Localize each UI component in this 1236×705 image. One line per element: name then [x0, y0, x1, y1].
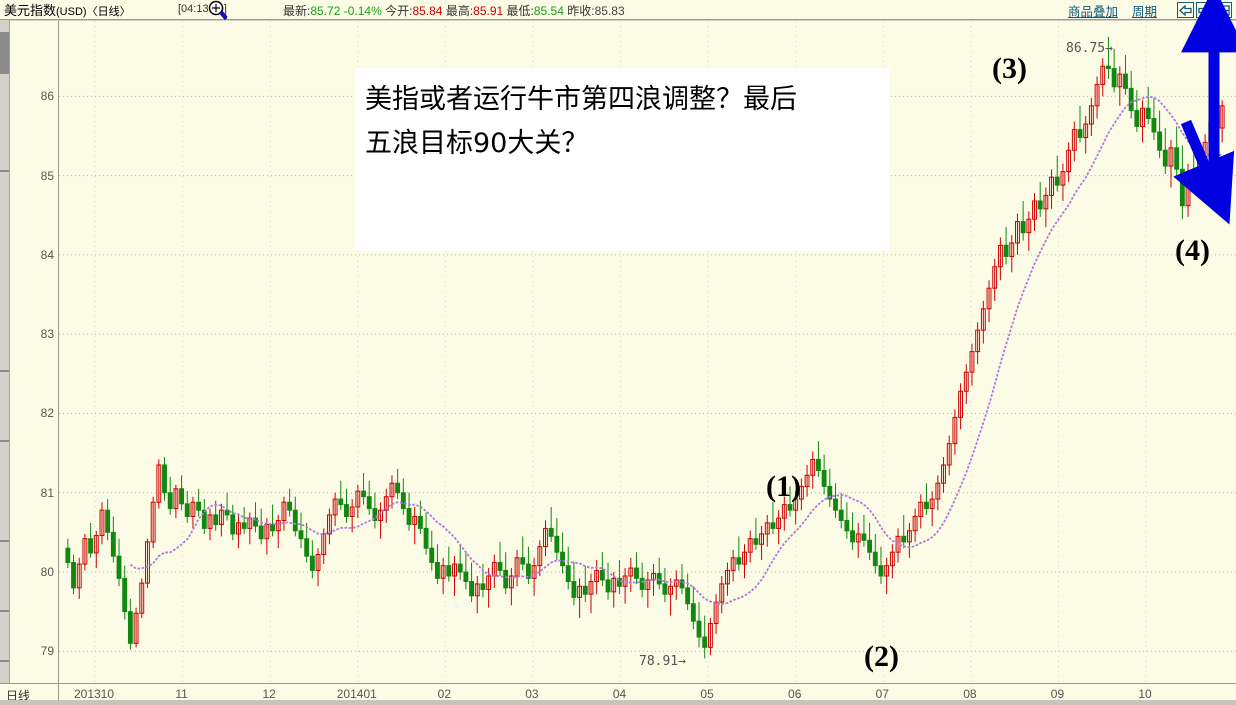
vertical-scrollbar[interactable]: [0, 20, 10, 683]
quote-summary: 最新:85.72 -0.14% 今开:85.84 最高:85.91 最低:85.…: [283, 2, 625, 19]
instrument-label: 美元指数: [4, 3, 57, 18]
price-axis-tick: 85: [40, 168, 54, 183]
instrument-name: 美元指数(USD)〈日线〉: [0, 0, 131, 19]
price-axis-tick: 83: [40, 327, 54, 342]
open-price-label: 今开:: [385, 4, 413, 18]
panel-icon: [1217, 4, 1230, 16]
scroll-left-button[interactable]: [1177, 2, 1194, 18]
scroll-tick: [0, 660, 9, 662]
low-price-marker: 78.91→: [639, 654, 686, 669]
price-axis-tick: 81: [40, 485, 54, 500]
scroll-tick: [0, 370, 9, 372]
time-axis-tick: 02: [437, 687, 452, 701]
price-axis-tick: 80: [40, 565, 54, 579]
panel-toggle-button[interactable]: [1215, 2, 1232, 18]
time-axis-tick: 10: [1138, 687, 1152, 701]
axis-separator: [58, 684, 59, 705]
price-axis-tick: 79: [40, 644, 54, 659]
time-axis: 日线 201310 11 12 201401 02 03 04 05 06 07 08 09 10: [0, 683, 1236, 705]
wave-label-4: (4): [1175, 234, 1210, 267]
time-axis-tick: 04: [612, 687, 627, 701]
overlay-link[interactable]: 商品叠加: [1067, 4, 1118, 19]
instrument-period-tag: 〈日线〉: [86, 6, 131, 18]
time-axis-tick: 201401: [336, 687, 377, 701]
arrow-left-icon: [1179, 4, 1192, 16]
title-bar: 美元指数(USD)〈日线〉 [04:13:59] 最新:85.72 -0.14%…: [0, 0, 1236, 22]
prev-close-value: 85.83: [594, 4, 625, 18]
low-price-value: 85.54: [533, 4, 564, 18]
annotation-line-1: 美指或者运行牛市第四浪调整？最后: [365, 84, 797, 115]
time-axis-tick: 12: [262, 687, 276, 701]
scrollbar-thumb[interactable]: [0, 32, 9, 74]
magnifier-cursor-icon: [203, 0, 235, 22]
price-axis-tick: 82: [40, 406, 54, 421]
titlebar-actions: 商品叠加 周期: [1068, 0, 1232, 20]
scroll-tick: [0, 610, 9, 612]
time-axis-tick: 08: [963, 687, 977, 701]
time-axis-tick: 07: [875, 687, 889, 701]
wave-label-3: (3): [992, 52, 1027, 85]
high-price-value: 85.91: [473, 4, 504, 18]
scroll-tick: [0, 440, 9, 442]
time-axis-tick: 05: [700, 687, 714, 701]
period-label: 日线: [6, 689, 31, 703]
arrow-right-icon: [1198, 4, 1211, 16]
window-bottom-bar: [0, 700, 1236, 705]
time-axis-tick: 03: [525, 687, 539, 701]
time-axis-tick: 11: [175, 687, 188, 701]
time-axis-tick: 06: [788, 687, 802, 701]
period-link[interactable]: 周期: [1131, 4, 1157, 19]
change-percent-value: -0.14%: [343, 4, 382, 18]
scroll-tick: [0, 170, 9, 172]
scroll-right-button[interactable]: [1196, 2, 1213, 18]
wave-label-1: (1): [766, 470, 801, 503]
prev-close-label: 昨收:: [567, 4, 595, 18]
price-axis-tick: 86: [40, 89, 54, 104]
high-price-marker: 86.75→: [1066, 41, 1113, 56]
open-price-value: 85.84: [412, 4, 443, 18]
wave-label-2: (2): [864, 640, 899, 673]
nav-button-group: [1177, 2, 1232, 18]
annotation-line-2: 五浪目标90大关？: [365, 128, 589, 159]
instrument-unit: (USD): [56, 6, 87, 18]
high-price-label: 最高:: [445, 4, 474, 18]
annotation-textbox: 美指或者运行牛市第四浪调整？最后 五浪目标90大关？: [355, 68, 889, 251]
price-axis-tick: 84: [40, 247, 54, 262]
scroll-tick: [0, 540, 9, 542]
time-axis-tick: 09: [1050, 687, 1065, 701]
last-price-value: 85.72: [310, 4, 341, 18]
low-price-label: 最低:: [506, 4, 534, 18]
time-axis-tick: 201310: [73, 687, 115, 701]
last-price-label: 最新:: [283, 4, 311, 18]
